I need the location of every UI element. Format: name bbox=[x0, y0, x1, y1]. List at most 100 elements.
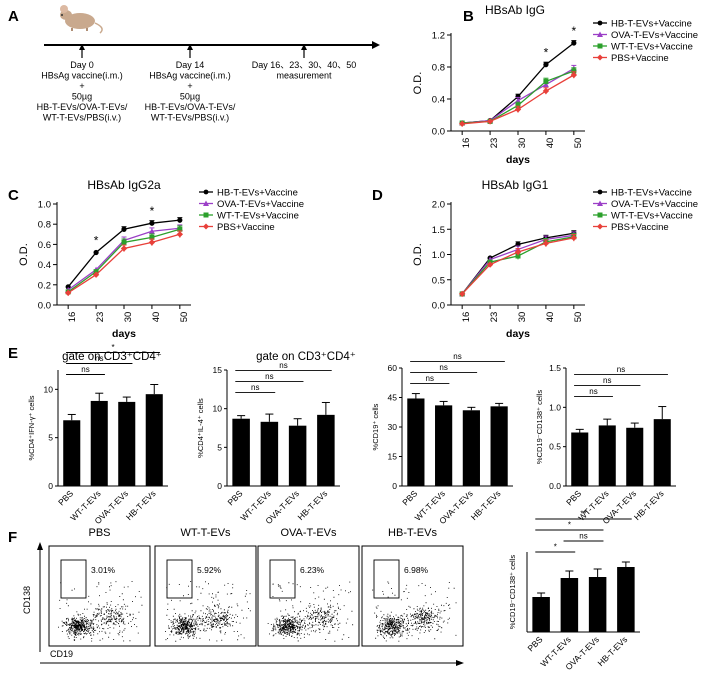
y-tick-label: 60 bbox=[388, 363, 398, 373]
y-tick-label: 0.4 bbox=[432, 95, 445, 106]
x-axis-label: days bbox=[112, 328, 136, 340]
y-tick-label: 0.4 bbox=[38, 260, 51, 271]
x-tick-label: 16 bbox=[67, 312, 78, 323]
significance-label: ns bbox=[279, 361, 287, 370]
y-axis-label: CD138 bbox=[22, 586, 32, 614]
flow-plot-pbs: PBS 3.01% bbox=[48, 527, 151, 647]
x-tick-label: PBS bbox=[56, 488, 75, 507]
significance-mark: * bbox=[571, 24, 576, 38]
significance-label: ns bbox=[603, 376, 611, 385]
data-point bbox=[149, 220, 155, 226]
flow-events bbox=[372, 581, 457, 642]
timeline-marker-arrowhead bbox=[301, 44, 307, 50]
timeline-marker-arrowhead bbox=[187, 44, 193, 50]
significance-label: ns bbox=[439, 363, 447, 372]
timeline-label-line: Day 14 bbox=[176, 60, 205, 70]
y-tick-label: 5 bbox=[217, 442, 222, 452]
y-tick-label: 0.0 bbox=[432, 127, 445, 138]
x-tick-label: HB-T-EVs bbox=[296, 488, 330, 522]
gate-box bbox=[269, 559, 296, 599]
y-tick-label: 0.8 bbox=[38, 220, 51, 231]
chart-title: HBsAb IgG2a bbox=[87, 178, 161, 192]
data-point bbox=[121, 226, 127, 232]
bar-chart-E1: gate on CD3⁺CD4⁺ 0 5 10 %CD4⁺IFN-γ⁺ cells PBS… bbox=[27, 343, 168, 526]
flow-events bbox=[165, 581, 251, 642]
y-axis-label: %CD4⁺IL-4⁺ cells bbox=[196, 398, 205, 458]
x-tick-label: 23 bbox=[489, 138, 500, 149]
legend-label: HB-T-EVs+Vaccine bbox=[611, 19, 692, 30]
x-tick-label: 40 bbox=[545, 138, 556, 149]
data-point bbox=[121, 239, 127, 245]
chart-title: HBsAb IgG bbox=[485, 3, 545, 17]
bar bbox=[118, 401, 136, 486]
data-point bbox=[64, 289, 72, 297]
y-tick-label: 5 bbox=[48, 433, 53, 443]
data-point bbox=[571, 40, 577, 46]
bar-chart-E4: 0.00.51.01.5%CD19⁻CD138⁺ cellsPBSWT-T-EV… bbox=[535, 363, 676, 526]
x-tick-label: 40 bbox=[151, 312, 162, 323]
bar bbox=[560, 578, 579, 632]
timeline-label-line: 50µg bbox=[180, 92, 200, 102]
legend-label: PBS+Vaccine bbox=[217, 222, 275, 233]
y-tick-label: 0.5 bbox=[432, 275, 445, 286]
x-axis-label: days bbox=[506, 328, 530, 340]
y-axis-label: %CD19⁻CD138⁺ cells bbox=[508, 555, 517, 629]
y-tick-label: 0.0 bbox=[38, 301, 51, 312]
legend-marker bbox=[203, 223, 209, 230]
y-axis-label: O.D. bbox=[412, 72, 424, 95]
bar bbox=[145, 394, 163, 486]
significance-mark: * bbox=[150, 204, 155, 218]
legend-marker bbox=[597, 189, 603, 195]
timeline-label-line: measurement bbox=[276, 71, 332, 81]
bar bbox=[63, 420, 81, 486]
line-chart-D: HBsAb IgG1 0.0 0.5 1.0 1.5 2.0 16 23 30 40 50 days O… bbox=[412, 178, 698, 340]
chart-title: HBsAb IgG1 bbox=[482, 178, 549, 192]
timeline-label-line: + bbox=[79, 81, 84, 91]
legend-label: OVA-T-EVs+Vaccine bbox=[611, 30, 698, 41]
y-tick-label: 45 bbox=[388, 393, 398, 403]
data-point bbox=[514, 248, 522, 256]
legend-label: WT-T-EVs+Vaccine bbox=[611, 42, 693, 53]
data-point bbox=[570, 234, 578, 242]
gate-percentage: 3.01% bbox=[91, 565, 116, 575]
timeline-label-line: Day 16、23、30、40、50 bbox=[252, 60, 357, 70]
legend-label: HB-T-EVs+Vaccine bbox=[611, 188, 692, 199]
data-point bbox=[458, 120, 466, 127]
gate-box bbox=[166, 559, 193, 599]
bar bbox=[90, 400, 108, 486]
gate-percentage: 5.92% bbox=[197, 565, 222, 575]
flow-plot-wt-t-evs: WT-T-EVs 5.92% bbox=[154, 527, 257, 647]
line-chart-C: HBsAb IgG2a 0.0 0.2 0.4 0.6 0.8 1.0 16 23 30 40 50 d… bbox=[18, 178, 304, 340]
x-tick-label: 16 bbox=[461, 138, 472, 149]
x-tick-label: 50 bbox=[573, 312, 584, 323]
legend-marker bbox=[597, 200, 603, 206]
mouse-icon bbox=[60, 5, 103, 34]
bar bbox=[462, 410, 480, 486]
significance-label: ns bbox=[81, 365, 89, 374]
panel-c-letter: C bbox=[8, 187, 19, 204]
x-tick-label: 50 bbox=[179, 312, 190, 323]
bar bbox=[288, 425, 307, 486]
bar bbox=[532, 597, 550, 632]
data-point bbox=[543, 78, 549, 84]
y-tick-label: 0.8 bbox=[432, 63, 445, 74]
data-point bbox=[543, 62, 549, 68]
data-point bbox=[120, 245, 128, 252]
y-axis-label: O.D. bbox=[412, 243, 424, 266]
data-point bbox=[176, 231, 184, 238]
flow-plot-title: WT-T-EVs bbox=[180, 527, 231, 539]
x-tick-label: HB-T-EVs bbox=[124, 488, 158, 522]
data-point bbox=[148, 239, 156, 246]
significance-mark: * bbox=[544, 46, 549, 60]
y-tick-label: 0.0 bbox=[549, 481, 561, 491]
data-point bbox=[177, 226, 183, 232]
timeline-label-line: 50µg bbox=[72, 92, 92, 102]
timeline-marker-arrowhead bbox=[79, 44, 85, 50]
legend-label: PBS+Vaccine bbox=[611, 222, 669, 233]
panel-d-letter: D bbox=[372, 187, 383, 204]
y-axis-label: O.D. bbox=[18, 243, 30, 266]
gate-box bbox=[373, 559, 400, 599]
legend-label: OVA-T-EVs+Vaccine bbox=[217, 199, 304, 210]
